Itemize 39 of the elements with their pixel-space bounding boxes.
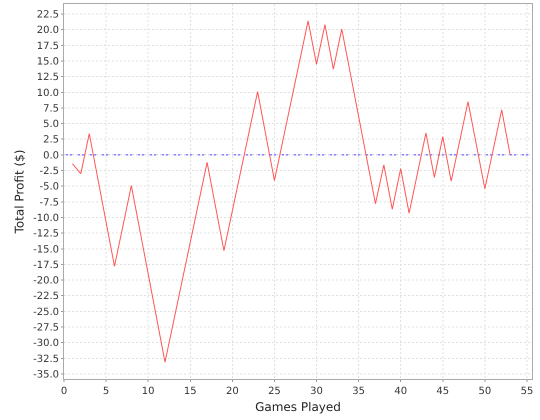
y-tick-label: -22.5 xyxy=(33,291,59,302)
y-tick-label: -7.5 xyxy=(39,197,59,208)
y-tick-label: -25.0 xyxy=(33,306,59,318)
x-tick-label: 20 xyxy=(226,386,239,397)
y-tick-label: 2.5 xyxy=(43,134,59,146)
x-tick-label: 35 xyxy=(352,386,365,397)
x-tick-label: 30 xyxy=(310,386,323,397)
y-tick-label: 20.0 xyxy=(36,25,59,36)
y-tick-label: 12.5 xyxy=(36,72,59,84)
x-tick-label: 45 xyxy=(436,386,450,397)
y-axis-title: Total Profit ($) xyxy=(12,150,26,234)
y-tick-label: -2.5 xyxy=(39,166,59,178)
x-tick-label: 0 xyxy=(60,386,68,397)
y-tick-label: -17.5 xyxy=(33,260,59,271)
y-tick-label: -5.0 xyxy=(39,182,59,193)
y-tick-label: 7.5 xyxy=(43,103,59,114)
y-tick-label: -30.0 xyxy=(33,338,59,350)
y-tick-label: 22.5 xyxy=(36,10,59,21)
line-series xyxy=(72,20,511,363)
y-tick-label: 5.0 xyxy=(43,119,59,130)
x-tick-label: 10 xyxy=(142,386,155,397)
y-tick-label: -20.0 xyxy=(33,276,59,287)
x-tick-label: 50 xyxy=(478,386,492,397)
x-tick-label: 15 xyxy=(184,386,197,397)
y-tick-label: -15.0 xyxy=(33,244,59,256)
x-axis-title: Games Played xyxy=(255,400,341,414)
y-tick-label: 10.0 xyxy=(36,88,59,99)
x-tick-label: 25 xyxy=(268,386,281,397)
x-tick-label: 5 xyxy=(102,386,110,397)
y-tick-label: -32.5 xyxy=(33,354,59,365)
y-tick-label: -35.0 xyxy=(33,369,59,380)
y-tick-label: -27.5 xyxy=(33,322,59,334)
y-tick-label: 17.5 xyxy=(36,40,59,52)
y-tick-label: -10.0 xyxy=(33,212,59,224)
y-tick-label: 0.0 xyxy=(43,150,59,162)
x-tick-label: 40 xyxy=(394,386,408,397)
y-tick-label: 15.0 xyxy=(36,56,59,68)
y-tick-label: -12.5 xyxy=(33,228,59,240)
x-tick-label: 55 xyxy=(520,386,534,397)
